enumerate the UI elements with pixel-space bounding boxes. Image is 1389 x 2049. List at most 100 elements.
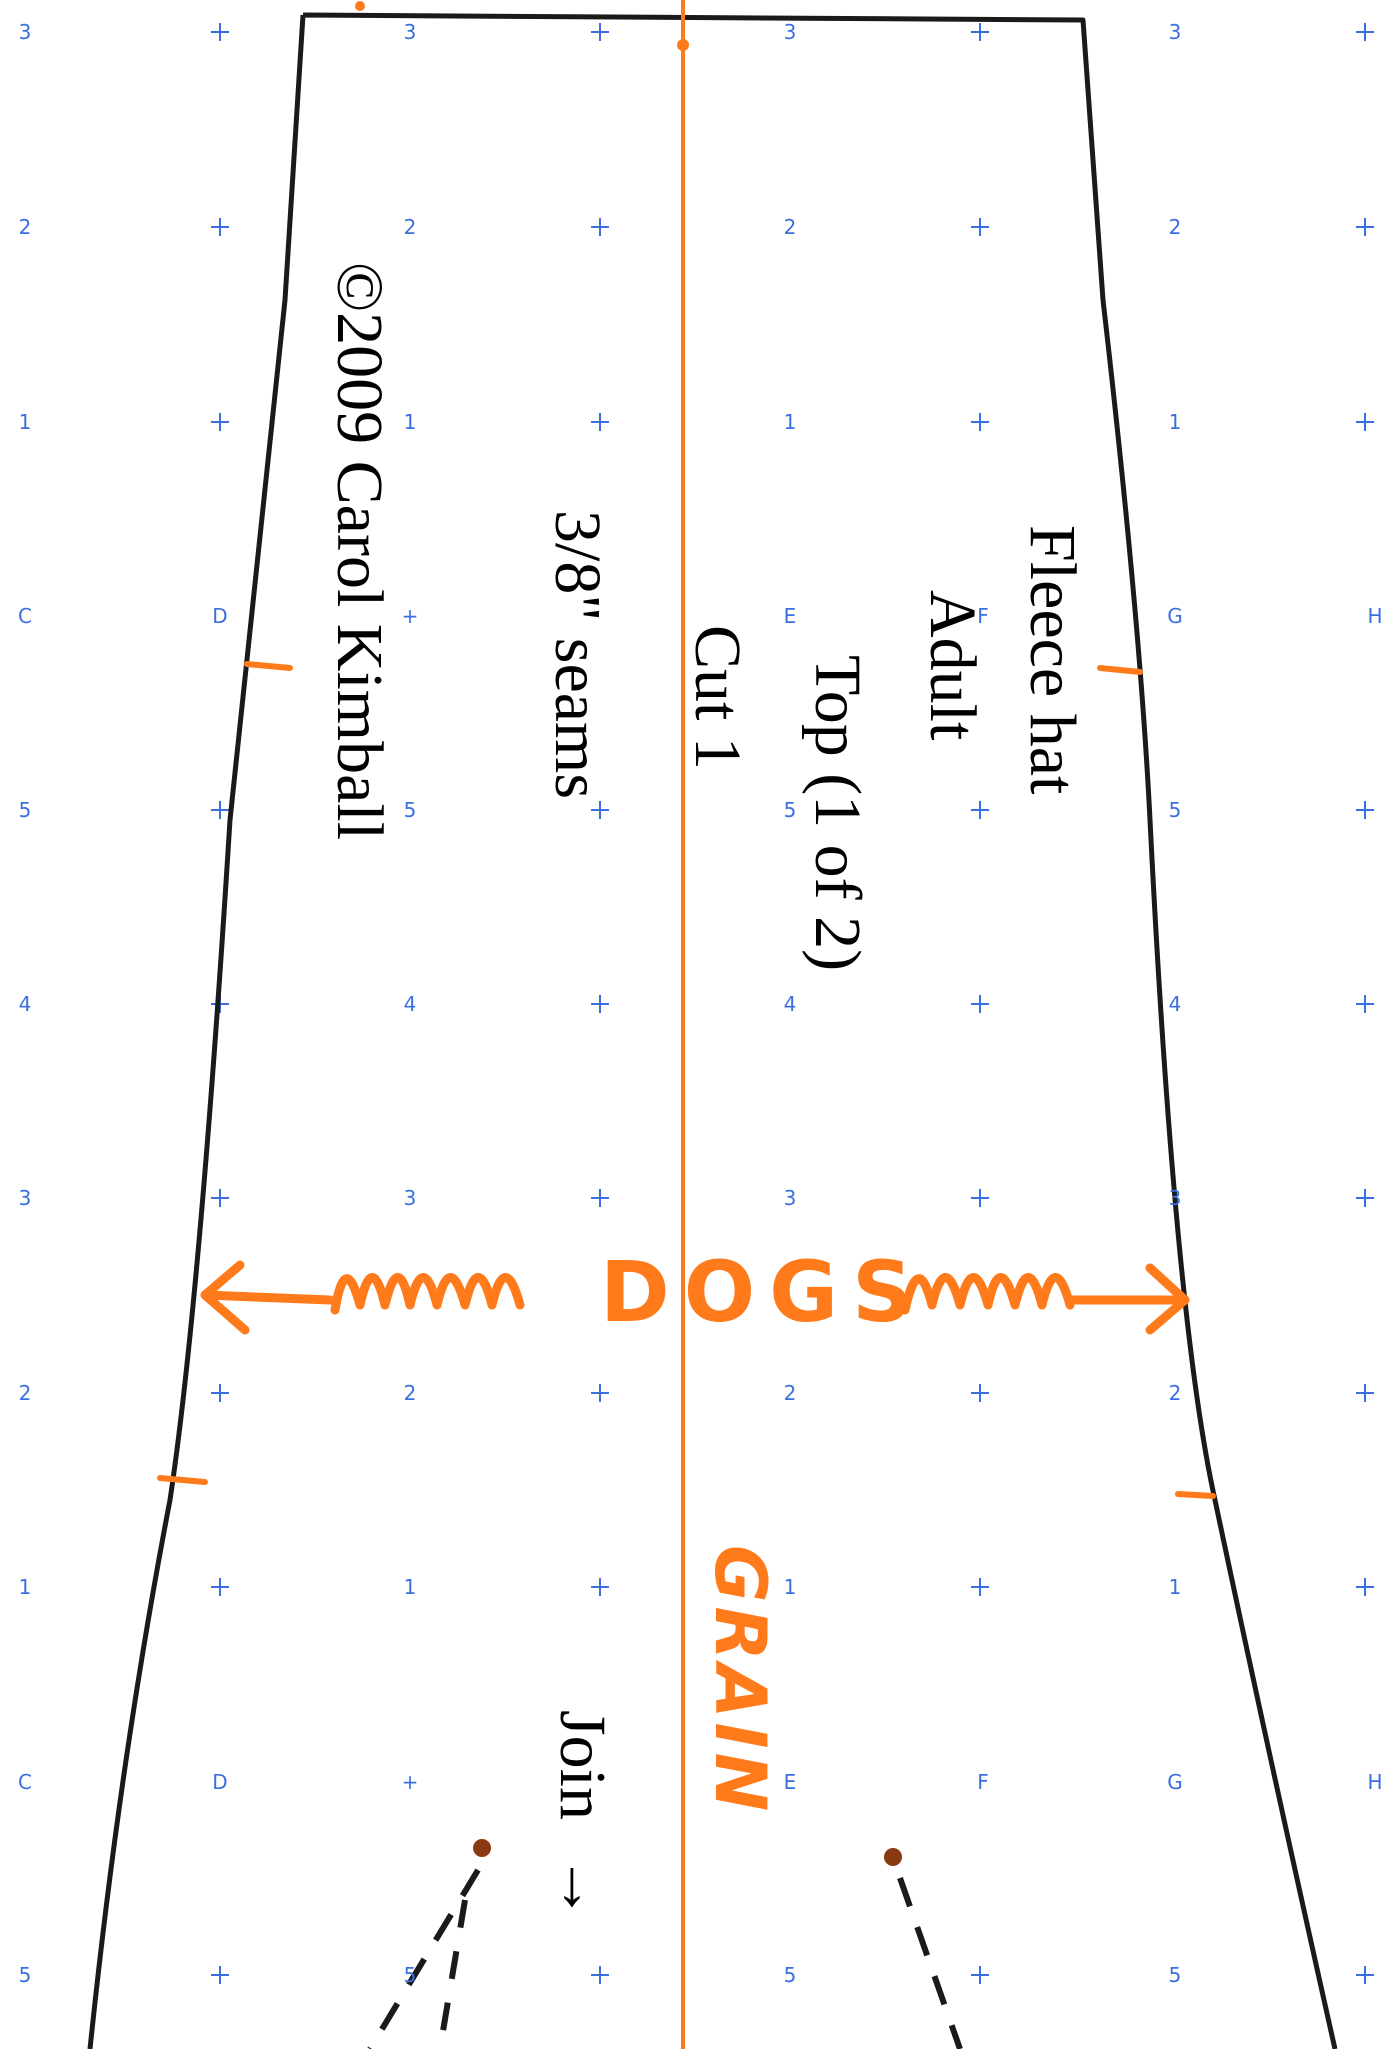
grid-label: 1 bbox=[403, 410, 417, 434]
copyright: ©2009 Carol Kimball bbox=[323, 262, 396, 841]
grid-label: + bbox=[401, 604, 419, 628]
grid-cross bbox=[971, 413, 989, 431]
stretch-label: DOGS bbox=[600, 1243, 927, 1341]
grid-label: 1 bbox=[783, 410, 797, 434]
grid-cross bbox=[211, 1384, 229, 1402]
grid-label: 1 bbox=[403, 1575, 417, 1599]
join-label: Join → bbox=[546, 1710, 619, 1921]
grid-cross bbox=[211, 218, 229, 236]
join-dash-right bbox=[897, 1877, 963, 2049]
grid-cross bbox=[971, 1189, 989, 1207]
grid-label: 1 bbox=[18, 1575, 32, 1599]
grid-label: 1 bbox=[18, 410, 32, 434]
grid-cross bbox=[971, 1966, 989, 1984]
grid-label: 3 bbox=[783, 1186, 797, 1210]
grid-label: 5 bbox=[783, 798, 797, 822]
grid-label: 3 bbox=[403, 1186, 417, 1210]
grid-label: 4 bbox=[783, 992, 797, 1016]
grid-label: 2 bbox=[1168, 1381, 1182, 1405]
join-text: Join bbox=[546, 1710, 619, 1821]
pattern-title: Fleece hat bbox=[1016, 525, 1089, 795]
grid-label: 5 bbox=[18, 1963, 32, 1987]
stretch-arrow bbox=[200, 1260, 1190, 1335]
grid-cross bbox=[971, 1384, 989, 1402]
grid-label: C bbox=[18, 1770, 32, 1794]
grid-cross bbox=[971, 23, 989, 41]
grid-label: 4 bbox=[18, 992, 32, 1016]
join-arrow-icon: → bbox=[546, 1854, 619, 1921]
grid-cross bbox=[591, 1966, 609, 1984]
grid-cross bbox=[1356, 23, 1374, 41]
join-dot-left bbox=[473, 1839, 491, 1857]
pattern-cut: Cut 1 bbox=[681, 625, 754, 770]
grid-label: 2 bbox=[783, 215, 797, 239]
grid-cross bbox=[971, 218, 989, 236]
grid-label: 3 bbox=[783, 20, 797, 44]
grid-label: F bbox=[977, 1770, 989, 1794]
grid-label: G bbox=[1167, 1770, 1183, 1794]
grid-label: 3 bbox=[18, 20, 32, 44]
grid-label: D bbox=[212, 1770, 228, 1794]
grid-cross bbox=[591, 1384, 609, 1402]
notch-right-upper bbox=[1097, 665, 1143, 675]
notch-right-lower bbox=[1175, 1491, 1216, 1499]
join-dot-right bbox=[884, 1848, 902, 1866]
grid-cross bbox=[211, 801, 229, 819]
grid-cross bbox=[591, 1578, 609, 1596]
grid-label: 2 bbox=[18, 1381, 32, 1405]
grid-label: 3 bbox=[18, 1186, 32, 1210]
grid-cross bbox=[211, 1189, 229, 1207]
grid-cross bbox=[591, 995, 609, 1013]
grid-label: 2 bbox=[403, 1381, 417, 1405]
grid-cross bbox=[1356, 995, 1374, 1013]
grid-label: 2 bbox=[1168, 215, 1182, 239]
grid-cross bbox=[591, 23, 609, 41]
grid-cross bbox=[211, 413, 229, 431]
grid-label: 5 bbox=[783, 1963, 797, 1987]
grid-label: H bbox=[1367, 1770, 1383, 1794]
join-dash-left bbox=[367, 1868, 481, 2049]
notch-left-upper bbox=[244, 661, 293, 671]
grid-label: H bbox=[1367, 604, 1383, 628]
grid-cross bbox=[211, 1578, 229, 1596]
grid-label: E bbox=[783, 604, 797, 628]
grid-cross bbox=[591, 1189, 609, 1207]
grid-label: 5 bbox=[403, 1963, 417, 1987]
grid-cross bbox=[971, 995, 989, 1013]
grid-cross bbox=[1356, 1578, 1374, 1596]
grid-label: 5 bbox=[403, 798, 417, 822]
grid-label: 1 bbox=[783, 1575, 797, 1599]
grid-label: 3 bbox=[1168, 20, 1182, 44]
grid-label: 2 bbox=[18, 215, 32, 239]
grid-label: 1 bbox=[1168, 410, 1182, 434]
grid-crosses bbox=[211, 23, 1374, 1984]
grid-label: 5 bbox=[18, 798, 32, 822]
grid-cross bbox=[1356, 1966, 1374, 1984]
grid-label: 2 bbox=[403, 215, 417, 239]
grid-cross bbox=[591, 413, 609, 431]
grid-cross bbox=[591, 218, 609, 236]
pattern-outline bbox=[87, 12, 1338, 2049]
grid-cross bbox=[1356, 1384, 1374, 1402]
grid-label: 1 bbox=[1168, 1575, 1182, 1599]
grid-label: + bbox=[401, 1770, 419, 1794]
grid-label: 4 bbox=[403, 992, 417, 1016]
grid-cross bbox=[1356, 218, 1374, 236]
grid-label: 3 bbox=[403, 20, 417, 44]
grid-label: C bbox=[18, 604, 32, 628]
grid-label: G bbox=[1167, 604, 1183, 628]
join-dash-left-2 bbox=[437, 1899, 468, 2049]
grid-label: 2 bbox=[783, 1381, 797, 1405]
grid-cross bbox=[1356, 801, 1374, 819]
grid-label: E bbox=[783, 1770, 797, 1794]
grid-cross bbox=[1356, 1189, 1374, 1207]
top-notch-mark bbox=[355, 1, 365, 11]
notch-left-lower bbox=[157, 1475, 208, 1485]
grid-cross bbox=[971, 1578, 989, 1596]
grid-label: 4 bbox=[1168, 992, 1182, 1016]
grid-label: 5 bbox=[1168, 1963, 1182, 1987]
grid-cross bbox=[211, 23, 229, 41]
pattern-size: Adult bbox=[916, 590, 989, 741]
grid-cross bbox=[1356, 413, 1374, 431]
grid-cross bbox=[971, 801, 989, 819]
